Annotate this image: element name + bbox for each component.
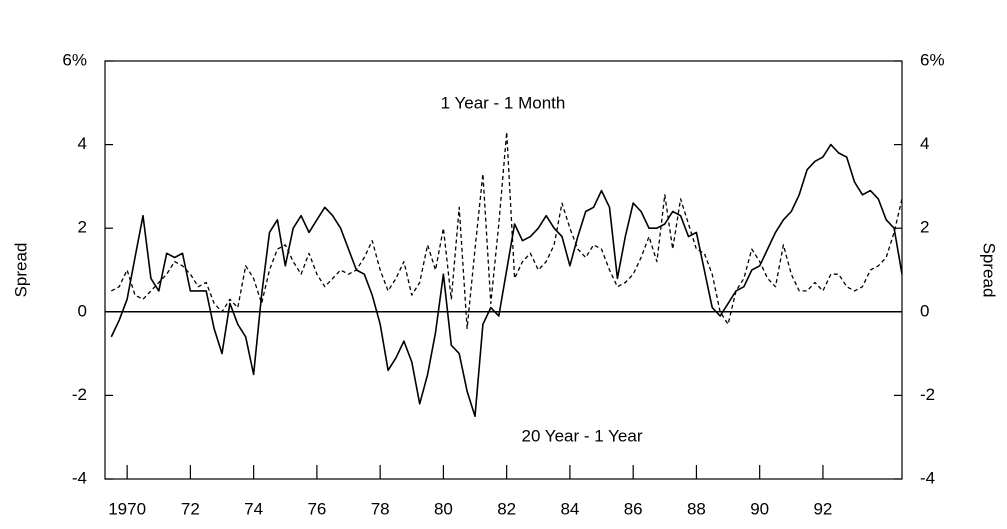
x-tick-label: 90 bbox=[750, 499, 769, 518]
y-tick-label: -2 bbox=[72, 385, 87, 404]
y2-tick-label: -4 bbox=[920, 468, 935, 487]
y2-axis-label: Spread bbox=[980, 243, 999, 298]
y-tick-label: 0 bbox=[78, 301, 87, 320]
y2-tick-label: 4 bbox=[920, 134, 929, 153]
y-tick-label: 2 bbox=[78, 218, 87, 237]
x-tick-label: 84 bbox=[560, 499, 579, 518]
series-line bbox=[110, 143, 903, 418]
x-tick-label: 88 bbox=[687, 499, 706, 518]
x-tick-label: 74 bbox=[244, 499, 263, 518]
y2-tick-label: 2 bbox=[920, 218, 929, 237]
x-tick-label: 92 bbox=[813, 499, 832, 518]
y2-tick-label: 6% bbox=[920, 50, 945, 69]
x-tick-label: 86 bbox=[624, 499, 643, 518]
series-line bbox=[110, 131, 903, 330]
y-tick-label: -4 bbox=[72, 468, 87, 487]
x-tick-label: 82 bbox=[497, 499, 516, 518]
x-tick-label: 78 bbox=[371, 499, 390, 518]
x-tick-label: 80 bbox=[434, 499, 453, 518]
y-tick-label: 6% bbox=[62, 50, 87, 69]
x-tick-label: 76 bbox=[307, 499, 326, 518]
x-tick-label: 1970 bbox=[108, 499, 146, 518]
series-annotation: 1 Year - 1 Month bbox=[441, 93, 566, 112]
plot-frame bbox=[104, 60, 903, 480]
y-axis-label: Spread bbox=[11, 243, 30, 298]
y-tick-label: 4 bbox=[78, 134, 87, 153]
y2-tick-label: -2 bbox=[920, 385, 935, 404]
series-annotation: 20 Year - 1 Year bbox=[521, 426, 642, 445]
x-tick-label: 72 bbox=[181, 499, 200, 518]
y2-tick-label: 0 bbox=[920, 301, 929, 320]
